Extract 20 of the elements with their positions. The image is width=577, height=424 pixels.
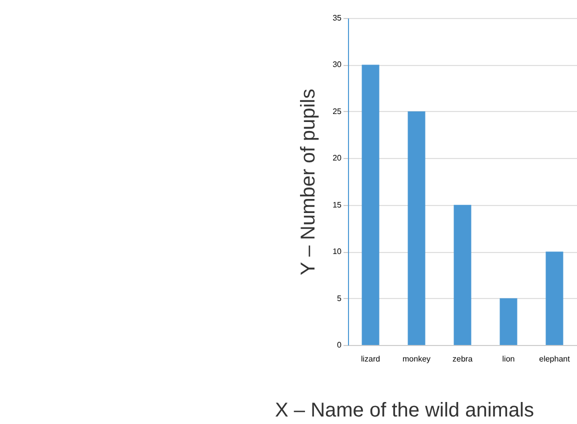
bar [454, 204, 472, 345]
x-tick-label: lion [502, 354, 515, 364]
y-tick-label: 5 [337, 294, 342, 303]
x-tick-label: monkey [402, 354, 431, 364]
y-axis-title: Y – Number of pupils [298, 88, 320, 276]
y-tick-label: 20 [332, 154, 342, 163]
y-tick-label: 15 [332, 200, 342, 210]
bar [362, 64, 380, 345]
x-tick-label: lizard [360, 354, 380, 364]
y-tick-label: 0 [337, 340, 342, 350]
y-tick-label: 30 [332, 60, 342, 70]
y-tick-label: 10 [332, 247, 342, 256]
x-axis-title: X – Name of the wild animals [274, 400, 534, 422]
bar [546, 252, 564, 345]
x-tick-label: elephant [539, 354, 571, 364]
y-tick-label: 25 [332, 106, 342, 116]
y-tick-label: 35 [332, 14, 342, 22]
bar [408, 111, 426, 345]
bar [500, 298, 518, 345]
x-tick-label: zebra [452, 354, 474, 364]
